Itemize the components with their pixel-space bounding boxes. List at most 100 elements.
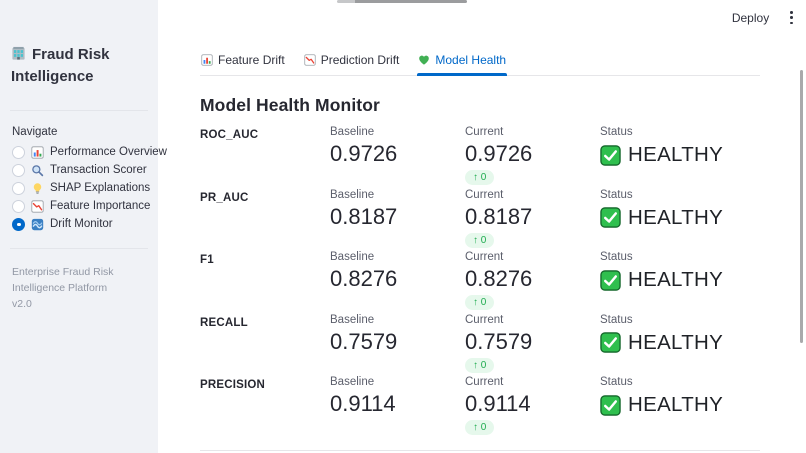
tab-feature-drift[interactable]: Feature Drift <box>200 50 286 75</box>
app-title: Fraud Risk Intelligence <box>11 44 146 88</box>
bank-building-icon <box>11 46 26 61</box>
metric-name: PR_AUC <box>200 191 249 204</box>
current-value: 0.8187 <box>465 203 533 229</box>
kebab-menu-icon[interactable] <box>784 8 799 27</box>
metric-row: RECALL Baseline 0.7579 Current 0.7579 ↑ … <box>200 314 760 377</box>
lightbulb-icon <box>31 182 44 195</box>
green-check-icon <box>600 144 621 166</box>
current-value: 0.9726 <box>465 141 533 166</box>
delta-badge: ↑ 0 <box>465 420 495 436</box>
top-decoration-bar <box>337 0 467 3</box>
sidebar-item-performance-overview[interactable]: Performance Overview <box>0 145 167 160</box>
tab-prediction-drift[interactable]: Prediction Drift <box>303 50 401 75</box>
baseline-label: Baseline <box>330 126 375 138</box>
metric-name: F1 <box>200 254 214 266</box>
sidebar-footer: Enterprise Fraud Risk Intelligence Platf… <box>12 264 146 313</box>
delta-badge: ↑ 0 <box>465 170 495 186</box>
status-label: Status <box>600 313 633 326</box>
top-toolbar: Deploy <box>730 8 799 27</box>
metric-row: PRECISION Baseline 0.9114 Current 0.9114… <box>200 376 760 439</box>
green-check-icon <box>600 394 621 416</box>
green-check-icon <box>600 332 621 353</box>
current-value: 0.7579 <box>465 328 533 354</box>
baseline-label: Baseline <box>330 376 375 388</box>
vertical-scrollbar-thumb[interactable] <box>800 70 803 343</box>
baseline-value: 0.9114 <box>330 391 396 416</box>
metric-current-cell: Current 0.8276 ↑ 0 <box>465 251 600 311</box>
deploy-button[interactable]: Deploy <box>731 10 770 25</box>
sidebar-item-transaction-scorer[interactable]: Transaction Scorer <box>0 163 158 178</box>
metric-row: F1 Baseline 0.8276 Current 0.8276 ↑ 0 St… <box>200 251 760 314</box>
nav-item-label: SHAP Explanations <box>50 182 151 194</box>
tab-model-health[interactable]: Model Health <box>417 50 507 76</box>
bottom-divider <box>200 449 760 451</box>
status-label: Status <box>600 251 633 263</box>
metrics-list: ROC_AUC Baseline 0.9726 Current 0.9726 ↑… <box>200 126 760 439</box>
metric-baseline-cell: Baseline 0.9114 <box>330 376 465 416</box>
bar-chart-icon <box>31 145 44 159</box>
baseline-label: Baseline <box>330 313 375 326</box>
status-label: Status <box>600 188 633 201</box>
metric-current-cell: Current 0.9114 ↑ 0 <box>465 376 600 436</box>
sidebar-item-drift-monitor[interactable]: Drift Monitor <box>0 217 158 232</box>
delta-badge: ↑ 0 <box>465 357 495 373</box>
magnifier-icon <box>31 164 44 177</box>
metric-name: PRECISION <box>200 379 266 391</box>
metric-current-cell: Current 0.8187 ↑ 0 <box>465 189 600 248</box>
radio-button[interactable] <box>12 199 25 213</box>
chart-decreasing-icon <box>304 54 316 66</box>
nav-item-label: Drift Monitor <box>50 218 113 230</box>
status-value: HEALTHY <box>628 330 724 354</box>
metric-status-cell: Status HEALTHY <box>600 376 760 417</box>
status-value: HEALTHY <box>628 268 724 291</box>
metric-status-cell: Status HEALTHY <box>600 314 760 355</box>
tab-label: Prediction Drift <box>320 53 400 67</box>
delta-badge: ↑ 0 <box>465 232 495 248</box>
nav-item-label: Feature Importance <box>50 200 151 212</box>
sidebar-item-shap-explanations[interactable]: SHAP Explanations <box>0 181 158 196</box>
current-label: Current <box>465 126 504 138</box>
chart-decreasing-icon <box>31 199 44 213</box>
nav-item-label: Performance Overview <box>50 146 167 158</box>
baseline-label: Baseline <box>330 251 375 263</box>
radio-button[interactable] <box>12 181 25 195</box>
baseline-value: 0.8276 <box>330 266 398 291</box>
sidebar: Fraud Risk Intelligence Navigate Perform… <box>0 0 167 453</box>
sidebar-nav: Performance Overview Transaction Scorer … <box>0 145 167 232</box>
metric-row: ROC_AUC Baseline 0.9726 Current 0.9726 ↑… <box>200 126 760 189</box>
green-check-icon <box>600 207 621 228</box>
sidebar-footer-line2: v2.0 <box>12 298 32 311</box>
metric-current-cell: Current 0.9726 ↑ 0 <box>465 126 600 186</box>
sidebar-item-feature-importance[interactable]: Feature Importance <box>0 199 158 214</box>
bar-chart-icon <box>201 54 213 66</box>
radio-button[interactable] <box>12 163 25 177</box>
green-heart-icon <box>418 54 430 66</box>
nav-item-label: Transaction Scorer <box>50 164 147 176</box>
baseline-label: Baseline <box>330 188 375 201</box>
metric-baseline-cell: Baseline 0.9726 <box>330 126 465 166</box>
radio-button[interactable] <box>12 145 25 159</box>
drift-wave-icon <box>31 218 44 231</box>
metric-status-cell: Status HEALTHY <box>600 251 760 292</box>
status-label: Status <box>600 126 633 138</box>
status-value: HEALTHY <box>628 393 724 416</box>
tab-label: Feature Drift <box>218 53 285 67</box>
radio-button[interactable] <box>12 217 25 231</box>
metric-current-cell: Current 0.7579 ↑ 0 <box>465 314 600 373</box>
metric-row: PR_AUC Baseline 0.8187 Current 0.8187 ↑ … <box>200 189 760 252</box>
metric-name: RECALL <box>200 316 248 329</box>
current-value: 0.8276 <box>465 266 533 291</box>
app-title-text: Fraud Risk Intelligence <box>11 46 110 85</box>
baseline-value: 0.7579 <box>330 328 398 354</box>
metric-baseline-cell: Baseline 0.8276 <box>330 251 465 291</box>
page-title: Model Health Monitor <box>200 95 380 115</box>
status-value: HEALTHY <box>628 143 724 166</box>
current-label: Current <box>465 313 504 326</box>
tab-label: Model Health <box>435 53 507 67</box>
current-value: 0.9114 <box>465 391 531 416</box>
delta-badge: ↑ 0 <box>465 295 495 311</box>
status-label: Status <box>600 376 633 388</box>
navigate-label: Navigate <box>12 125 58 138</box>
sidebar-divider-top <box>10 109 148 111</box>
metric-status-cell: Status HEALTHY <box>600 126 760 167</box>
